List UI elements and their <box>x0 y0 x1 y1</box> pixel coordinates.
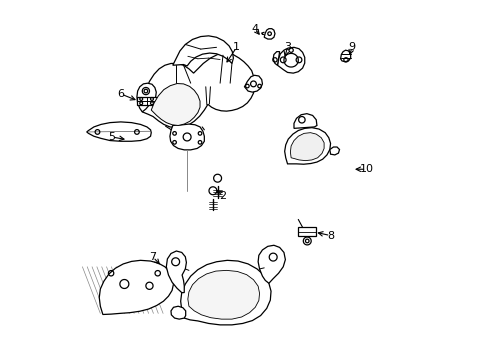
Polygon shape <box>264 29 274 39</box>
Text: 1: 1 <box>233 42 240 52</box>
Polygon shape <box>171 306 185 319</box>
Polygon shape <box>172 36 233 66</box>
Text: 3: 3 <box>284 42 290 52</box>
Polygon shape <box>284 128 330 164</box>
Polygon shape <box>142 53 254 128</box>
Polygon shape <box>99 260 173 315</box>
Polygon shape <box>290 133 324 161</box>
Text: 5: 5 <box>108 132 115 142</box>
Polygon shape <box>169 124 204 150</box>
Text: 10: 10 <box>359 164 373 174</box>
Polygon shape <box>166 251 186 293</box>
Polygon shape <box>277 47 304 73</box>
Polygon shape <box>187 270 259 319</box>
Polygon shape <box>151 84 200 126</box>
Polygon shape <box>244 75 262 92</box>
Polygon shape <box>273 51 279 65</box>
Polygon shape <box>137 97 156 105</box>
Text: 9: 9 <box>348 42 355 52</box>
Text: 4: 4 <box>251 24 258 35</box>
Polygon shape <box>293 114 316 129</box>
Text: 7: 7 <box>149 252 156 262</box>
Polygon shape <box>329 147 339 155</box>
Text: 2: 2 <box>219 191 226 201</box>
Polygon shape <box>340 50 350 62</box>
Polygon shape <box>258 245 285 283</box>
Text: 6: 6 <box>117 89 124 99</box>
Polygon shape <box>297 227 315 235</box>
Polygon shape <box>180 260 270 325</box>
Polygon shape <box>86 122 151 141</box>
Polygon shape <box>137 83 156 112</box>
Text: 8: 8 <box>326 231 333 240</box>
